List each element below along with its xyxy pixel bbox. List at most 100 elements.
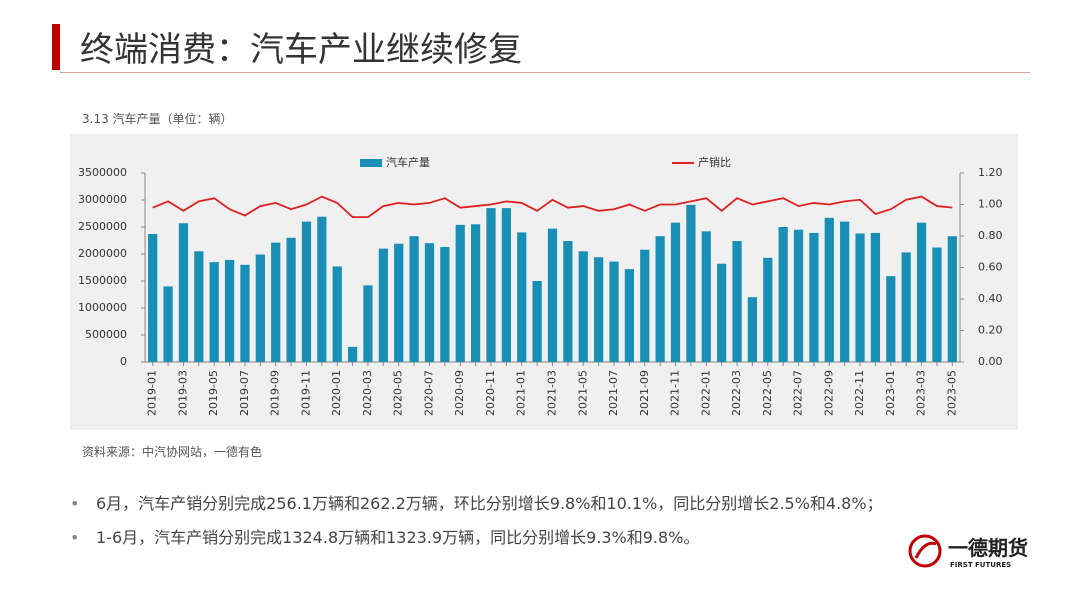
bar xyxy=(563,241,573,362)
x-tick-label: 2019-05 xyxy=(207,370,220,416)
bar xyxy=(363,285,373,362)
y-tick-label: 1000000 xyxy=(78,301,127,314)
bar xyxy=(809,232,819,362)
y-tick-label: 3500000 xyxy=(78,166,127,179)
bar xyxy=(194,251,204,362)
bar xyxy=(916,222,927,362)
bar xyxy=(255,254,265,362)
legend-swatch xyxy=(360,159,382,167)
x-tick-label: 2019-03 xyxy=(176,370,189,416)
y2-tick-label: 0.20 xyxy=(978,324,1003,337)
bar xyxy=(932,247,942,362)
bar xyxy=(609,261,619,362)
bar xyxy=(763,257,773,362)
x-tick-label: 2021-09 xyxy=(638,370,651,416)
bar xyxy=(855,233,865,362)
bar xyxy=(747,297,758,362)
chart-source: 资料来源：中汽协网站，一德有色 xyxy=(82,445,263,459)
bar xyxy=(532,281,542,362)
bullet-text: 6月，汽车产销分别完成256.1万辆和262.2万辆，环比分别增长9.8%和10… xyxy=(96,494,883,513)
bar xyxy=(701,231,711,362)
y-tick-label: 0 xyxy=(120,355,127,368)
bar xyxy=(517,232,527,362)
bar xyxy=(440,246,450,362)
x-tick-label: 2020-09 xyxy=(453,370,466,416)
bar xyxy=(163,286,173,362)
slide-title: 终端消费：汽车产业继续修复 xyxy=(80,30,522,70)
x-tick-label: 2019-07 xyxy=(238,370,251,416)
x-tick-label: 2022-03 xyxy=(730,370,743,416)
x-tick-label: 2022-11 xyxy=(853,370,866,416)
y2-tick-label: 1.00 xyxy=(978,198,1003,211)
bar xyxy=(793,229,804,362)
bar xyxy=(578,251,588,362)
bar xyxy=(686,204,696,362)
x-tick-label: 2022-09 xyxy=(822,370,835,416)
bar xyxy=(394,243,404,362)
bullet: • 1-6月，汽车产销分别完成1324.8万辆和1323.9万辆，同比分别增长9.… xyxy=(70,528,700,547)
logo-icon xyxy=(908,534,942,568)
y2-tick-label: 0.40 xyxy=(978,292,1003,305)
bar xyxy=(824,217,834,362)
x-tick-label: 2020-01 xyxy=(330,370,343,416)
bar xyxy=(840,221,850,362)
bullet-text: 1-6月，汽车产销分别完成1324.8万辆和1323.9万辆，同比分别增长9.3… xyxy=(96,528,700,547)
x-tick-label: 2019-09 xyxy=(269,370,282,416)
bar xyxy=(655,236,665,362)
y2-tick-label: 0.60 xyxy=(978,261,1003,274)
bar xyxy=(624,269,634,362)
bar xyxy=(332,266,342,362)
bar xyxy=(471,224,481,362)
y2-tick-label: 0.80 xyxy=(978,229,1003,242)
x-tick-label: 2020-05 xyxy=(392,370,405,416)
x-tick-label: 2023-01 xyxy=(884,370,897,416)
x-tick-label: 2023-03 xyxy=(915,370,928,416)
bar xyxy=(317,216,327,362)
legend-label: 产销比 xyxy=(698,155,731,169)
y-tick-label: 2000000 xyxy=(78,247,127,260)
logo-name: 一德期货 xyxy=(948,536,1028,560)
bar xyxy=(501,208,511,362)
logo-subtitle: FIRST FUTURES xyxy=(950,561,1012,569)
x-tick-label: 2019-11 xyxy=(299,370,312,416)
x-tick-label: 2020-07 xyxy=(422,370,435,416)
bar xyxy=(455,224,465,362)
chart-caption: 3.13 汽车产量（单位：辆） xyxy=(82,112,233,126)
bar xyxy=(947,236,957,362)
bar xyxy=(670,222,681,362)
chart: 0 500000 1000000 1500000 2000000 2500000 30000… xyxy=(70,134,1018,430)
bar xyxy=(886,276,896,362)
bar xyxy=(301,221,312,362)
bar xyxy=(640,249,650,362)
y-tick-label: 1500000 xyxy=(78,274,127,287)
line xyxy=(152,195,953,218)
x-tick-label: 2021-03 xyxy=(546,370,559,416)
x-tick-label: 2020-11 xyxy=(484,370,497,416)
bar xyxy=(178,223,189,362)
bar xyxy=(901,252,911,362)
x-tick-label: 2023-05 xyxy=(945,370,958,416)
y-tick-label: 2500000 xyxy=(78,220,127,233)
bar xyxy=(148,234,158,362)
y2-tick-label: 1.20 xyxy=(978,166,1003,179)
bar xyxy=(778,227,788,362)
bar xyxy=(486,208,496,362)
x-tick-label: 2022-01 xyxy=(699,370,712,416)
bar xyxy=(271,242,281,362)
x-tick-label: 2021-07 xyxy=(607,370,620,416)
title-accent xyxy=(52,24,60,70)
title-rule xyxy=(60,72,1030,73)
bar xyxy=(286,237,296,362)
bar xyxy=(409,236,419,362)
x-tick-label: 2021-01 xyxy=(515,370,528,416)
bar xyxy=(240,264,250,362)
y2-tick-label: 0.00 xyxy=(978,355,1003,368)
x-tick-label: 2022-07 xyxy=(792,370,805,416)
bar xyxy=(594,257,604,362)
bar xyxy=(732,241,742,362)
x-tick-label: 2019-01 xyxy=(146,370,159,416)
bullet: • 6月，汽车产销分别完成256.1万辆和262.2万辆，环比分别增长9.8%和1… xyxy=(70,494,883,513)
bar xyxy=(870,232,881,362)
x-tick-label: 2021-11 xyxy=(669,370,682,416)
